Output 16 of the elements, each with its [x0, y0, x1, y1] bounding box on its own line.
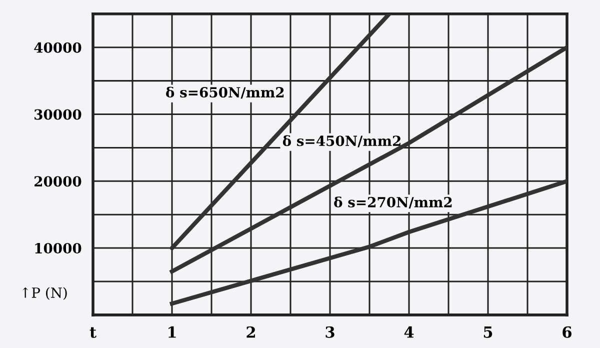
y-axis-title: ↑P (N)	[22, 287, 67, 300]
x-tick-label: 1	[168, 326, 176, 338]
series-label: δ s=450N/mm2	[282, 135, 400, 148]
y-tick-label: 10000	[35, 243, 82, 254]
line-series	[170, 179, 567, 306]
y-tick-label: 40000	[34, 42, 82, 53]
x-tick-label: 6	[562, 326, 572, 338]
x-tick-label: 3	[326, 326, 334, 338]
series-label: δ s=270N/mm2	[334, 196, 452, 208]
x-tick-label: 4	[404, 326, 414, 338]
x-tick-label: t	[90, 327, 96, 338]
x-tick-label: 2	[246, 326, 255, 338]
x-tick-label: 5	[484, 326, 492, 338]
y-tick-label: 30000	[34, 109, 82, 120]
series-label: δ s=650N/mm2	[166, 86, 284, 99]
y-tick-label: 20000	[34, 176, 82, 187]
